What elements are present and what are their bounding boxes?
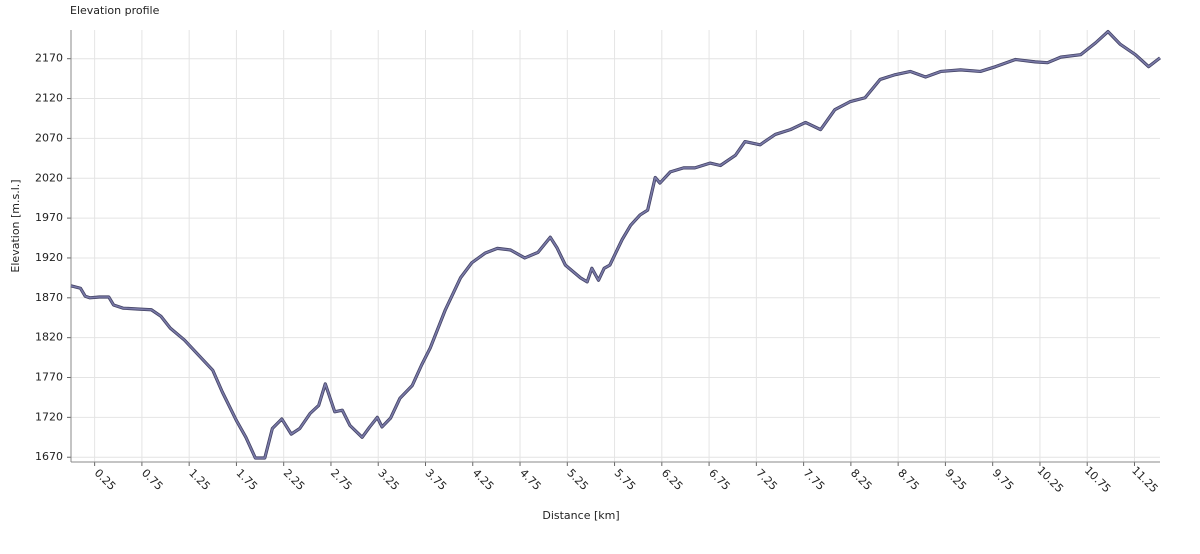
x-tick-label: 1.75 [234,466,261,493]
x-tick-label: 6.25 [659,466,686,493]
y-tick-label: 1820 [35,331,63,344]
x-tick-label: 3.25 [375,466,402,493]
x-tick-label: 10.75 [1082,464,1113,495]
x-tick-label: 11.25 [1129,464,1160,495]
x-tick-label: 2.25 [281,466,308,493]
x-tick-label: 6.75 [706,466,733,493]
y-tick-label: 1920 [35,251,63,264]
y-tick-label: 2070 [35,131,63,144]
y-tick-label: 1770 [35,371,63,384]
x-tick-label: 1.25 [186,466,213,493]
y-tick-label: 2020 [35,171,63,184]
x-tick-label: 9.25 [943,466,970,493]
x-tick-label: 8.75 [895,466,922,493]
y-tick-label: 1870 [35,291,63,304]
y-tick-label: 1720 [35,410,63,423]
x-tick-label: 4.75 [517,466,544,493]
elevation-shadow [70,29,1161,460]
x-tick-label: 3.75 [423,466,450,493]
x-tick-label: 8.25 [848,466,875,493]
y-tick-label: 2170 [35,52,63,65]
y-axis-label: Elevation [m.s.l.] [9,179,22,272]
x-tick-label: 5.25 [564,466,591,493]
x-tick-label: 2.75 [328,466,355,493]
y-tick-label: 1670 [35,450,63,463]
x-tick-label: 7.75 [801,466,828,493]
x-tick-label: 4.25 [470,466,497,493]
x-axis-label: Distance [km] [542,509,619,522]
x-tick-label: 0.75 [139,466,166,493]
x-tick-label: 10.25 [1035,464,1066,495]
x-tick-label: 0.25 [92,466,119,493]
elevation-line [70,30,1161,459]
x-tick-label: 7.25 [753,466,780,493]
y-tick-label: 2120 [35,92,63,105]
x-tick-label: 5.75 [612,466,639,493]
x-tick-label: 9.75 [990,466,1017,493]
chart-title: Elevation profile [70,4,160,17]
y-tick-label: 1970 [35,211,63,224]
